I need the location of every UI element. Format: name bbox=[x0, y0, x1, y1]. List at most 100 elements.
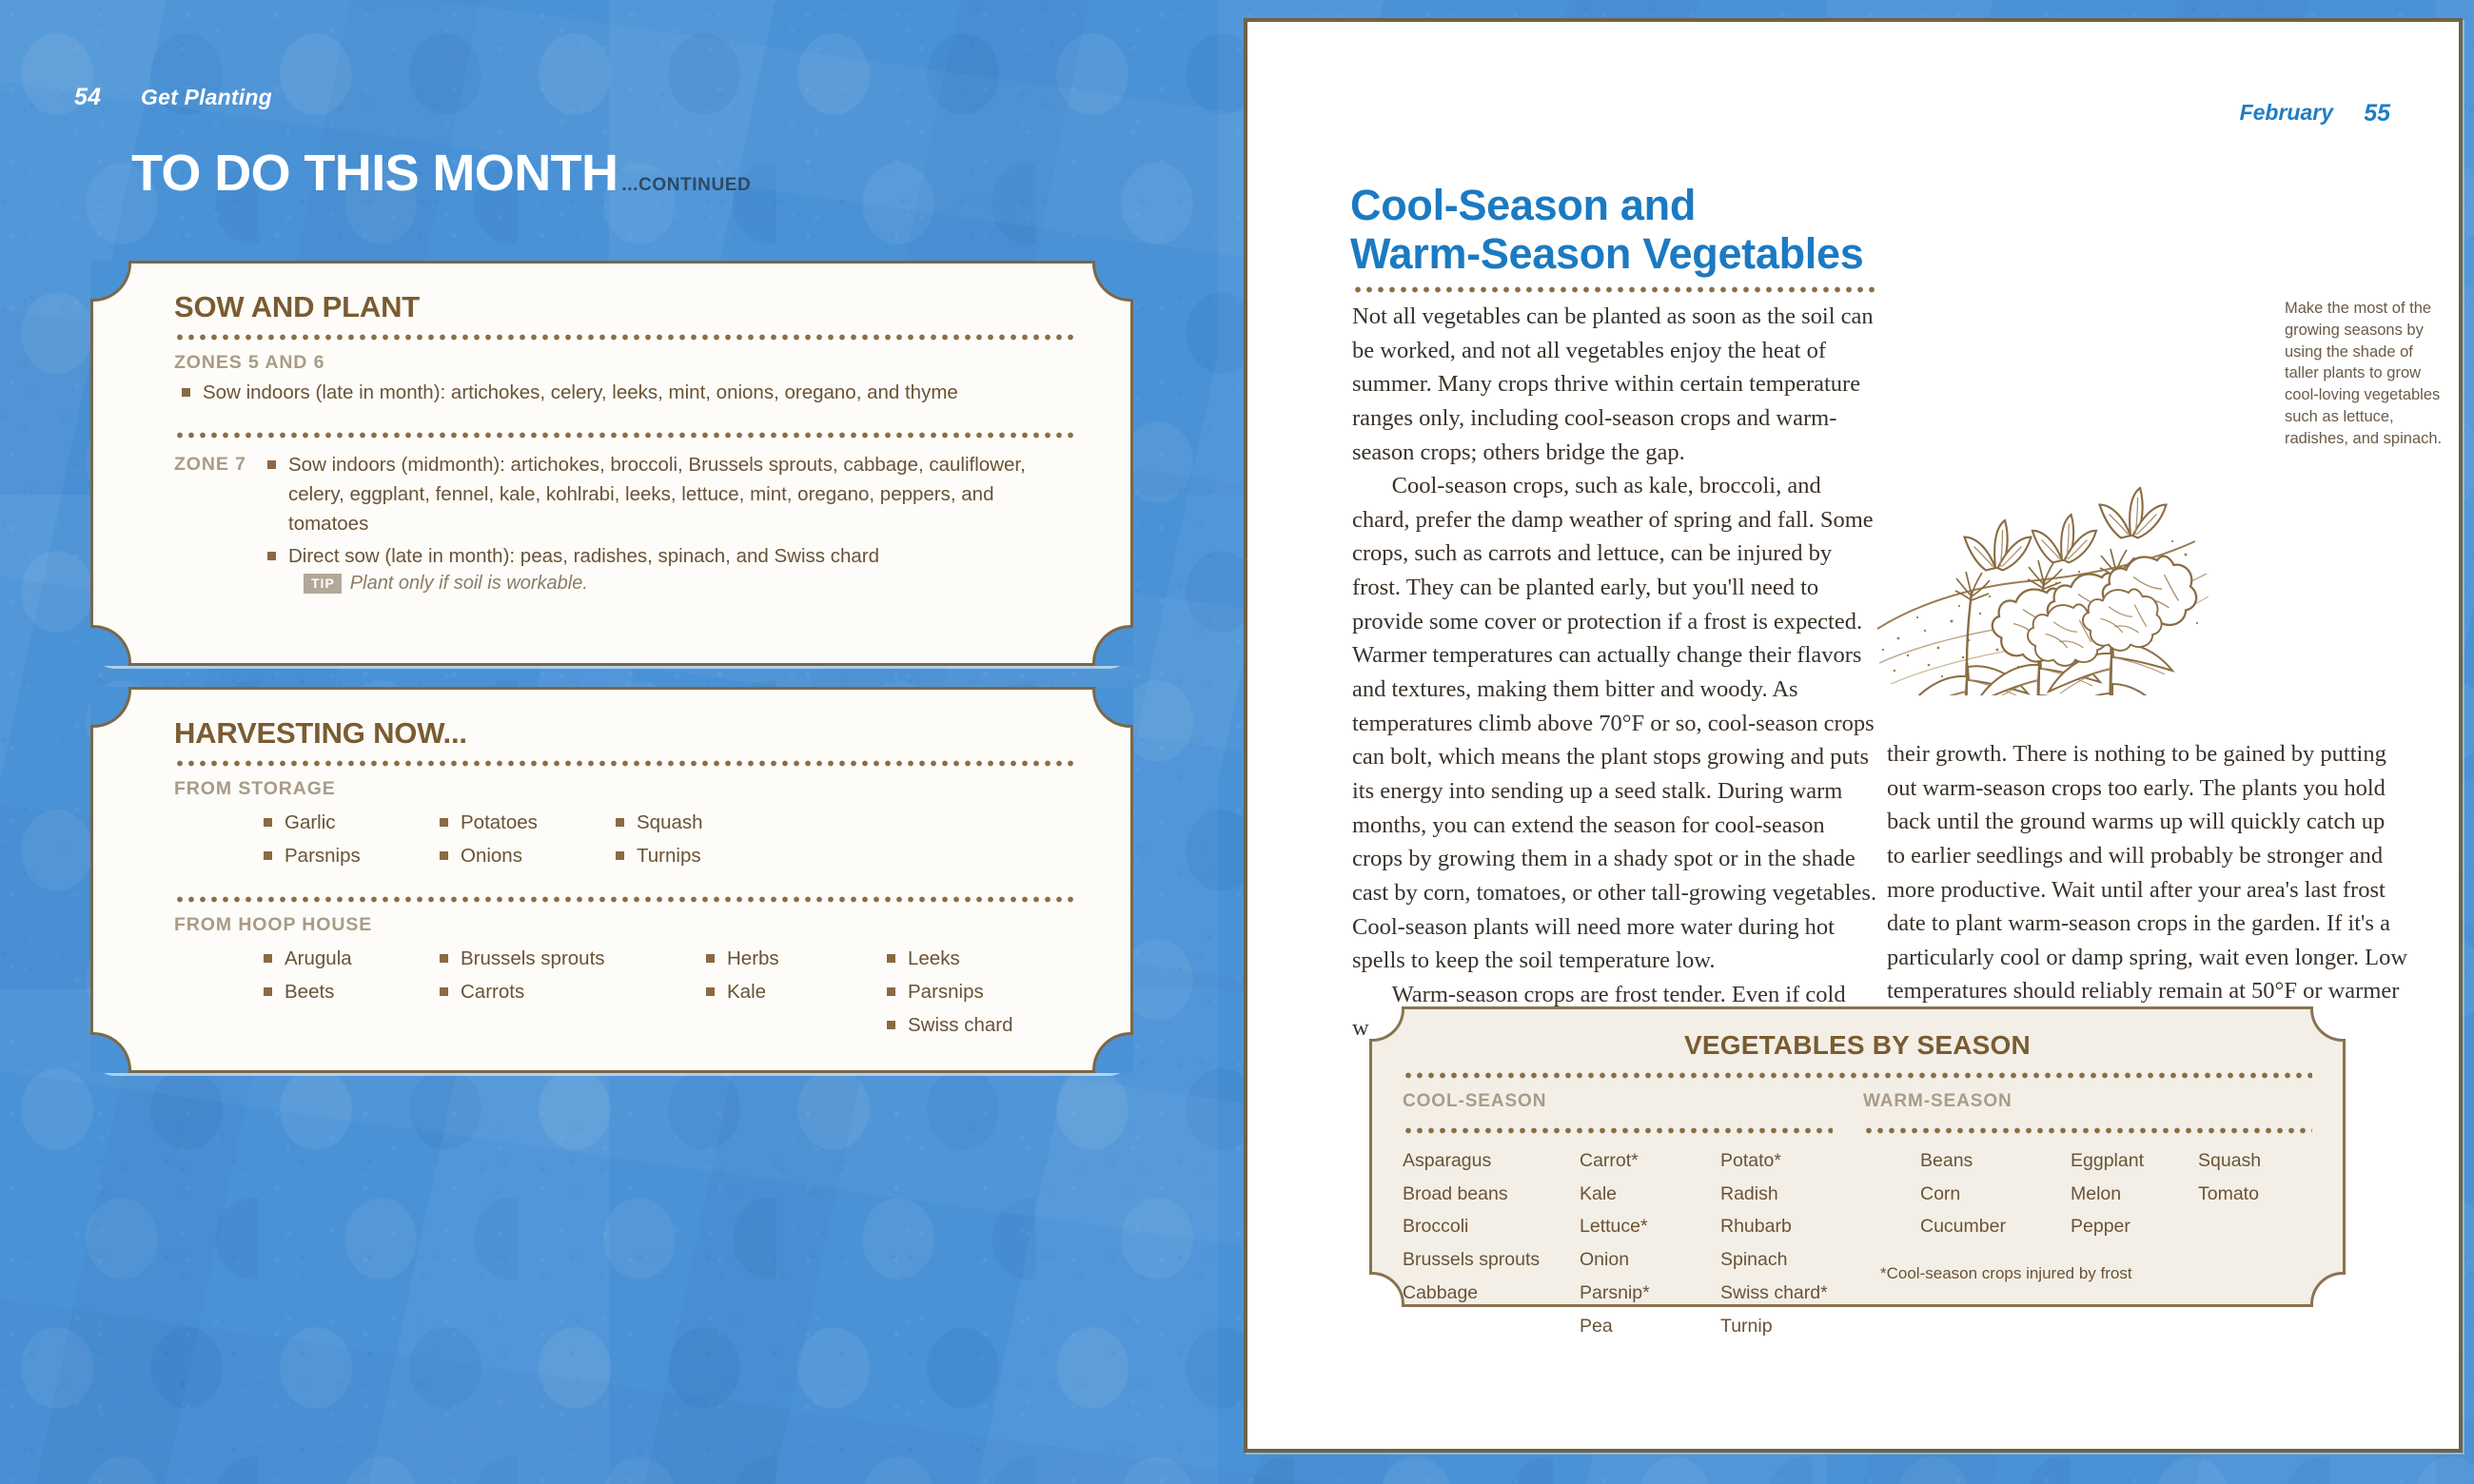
list-item: Onions bbox=[436, 839, 612, 872]
article-title: Cool-Season and Warm-Season Vegetables bbox=[1350, 181, 1883, 279]
list-item: Kale bbox=[1580, 1182, 1618, 1204]
list-item: Broccoli bbox=[1403, 1216, 1469, 1238]
list-item: Pepper bbox=[2071, 1216, 2130, 1238]
paragraph: their growth. There is nothing to be gai… bbox=[1887, 741, 2408, 1038]
list-item: Cabbage bbox=[1403, 1281, 1479, 1303]
zones-5-6-list: Sow indoors (late in month): artichokes,… bbox=[174, 378, 1075, 407]
cool-season-column-1: Asparagus Broad beans Broccoli Brussels … bbox=[1403, 1144, 1580, 1342]
list-item: Swiss chard bbox=[883, 1008, 1073, 1042]
list-item: Brussels sprouts bbox=[436, 942, 702, 975]
list-item: Rhubarb bbox=[1720, 1216, 1792, 1238]
dotted-divider bbox=[1403, 1127, 1833, 1134]
list-item: Kale bbox=[702, 975, 883, 1008]
list-item: Turnips bbox=[612, 839, 788, 872]
left-page: 54 Get Planting TO DO THIS MONTH ...CONT… bbox=[0, 0, 1229, 1484]
dotted-divider bbox=[174, 895, 1075, 903]
card-notch-bottom-left bbox=[90, 625, 131, 666]
dotted-divider bbox=[1863, 1127, 2312, 1134]
card-notch-top-right bbox=[1092, 261, 1133, 302]
warm-season-column-2: Eggplant Melon Pepper bbox=[2071, 1144, 2198, 1342]
article-title-line-2: Warm-Season Vegetables bbox=[1350, 228, 1864, 278]
zone-7-label: ZONE 7 bbox=[174, 454, 246, 476]
list-item: Potato* bbox=[1720, 1150, 1781, 1171]
sow-card-title: SOW AND PLANT bbox=[174, 290, 421, 323]
list-item-spacer bbox=[260, 1008, 436, 1042]
column-gap bbox=[1863, 1144, 1920, 1342]
list-item: Lettuce* bbox=[1580, 1216, 1648, 1238]
list-item: Radish bbox=[1720, 1182, 1778, 1204]
card-notch-bottom-right bbox=[1092, 625, 1133, 666]
article-body-column-2: their growth. There is nothing to be gai… bbox=[1887, 737, 2408, 1043]
list-item: Broad beans bbox=[1403, 1182, 1508, 1204]
list-item: Sow indoors (late in month): artichokes,… bbox=[174, 378, 1075, 407]
warm-season-group: Beans Corn Cucumber Eggplant Melon Peppe… bbox=[1920, 1144, 2312, 1342]
page-title-continued: ...CONTINUED bbox=[621, 175, 752, 195]
list-item: Direct sow (late in month): peas, radish… bbox=[267, 541, 1075, 571]
list-item: Garlic bbox=[260, 806, 436, 839]
list-item: Arugula bbox=[260, 942, 436, 975]
list-item: Carrots bbox=[436, 975, 702, 1008]
list-item: Onion bbox=[1580, 1249, 1630, 1271]
tip-badge: TIP bbox=[304, 573, 342, 595]
list-item-spacer bbox=[702, 1008, 883, 1042]
article-body-column-1: Not all vegetables can be planted as soo… bbox=[1352, 300, 1877, 1045]
sow-card-inner: SOW AND PLANT ZONES 5 AND 6 Sow indoors … bbox=[174, 290, 1075, 595]
zone-7-list: Sow indoors (midmonth): artichokes, broc… bbox=[267, 450, 1075, 571]
vegetables-by-season-card: VEGETABLES BY SEASON COOL-SEASON WARM-SE… bbox=[1369, 1006, 2346, 1337]
from-hoop-house-label: FROM HOOP HOUSE bbox=[174, 913, 373, 935]
list-item: Parsnips bbox=[883, 975, 1073, 1008]
list-item: Turnip bbox=[1720, 1315, 1773, 1337]
dotted-divider bbox=[1403, 1072, 2312, 1079]
vegetables-lists: Asparagus Broad beans Broccoli Brussels … bbox=[1403, 1144, 2324, 1342]
illustration-caption: Make the most of the growing seasons by … bbox=[2285, 300, 2443, 447]
list-item-spacer bbox=[436, 1008, 702, 1042]
page-title: TO DO THIS MONTH ...CONTINUED bbox=[131, 147, 751, 199]
cool-season-column-2: Carrot* Kale Lettuce* Onion Parsnip* Pea bbox=[1580, 1144, 1720, 1342]
list-item: Parsnip* bbox=[1580, 1281, 1650, 1303]
list-item: Squash bbox=[612, 806, 788, 839]
article-title-line-1: Cool-Season and bbox=[1350, 181, 1697, 229]
warm-season-column-1: Beans Corn Cucumber bbox=[1920, 1144, 2071, 1342]
cool-season-column-3: Potato* Radish Rhubarb Spinach Swiss cha… bbox=[1720, 1144, 1863, 1342]
card-notch-top-left bbox=[90, 687, 131, 728]
dotted-divider bbox=[174, 432, 1075, 439]
list-item: Tomato bbox=[2198, 1182, 2259, 1204]
list-item: Parsnips bbox=[260, 839, 436, 872]
left-running-head: Get Planting bbox=[141, 85, 272, 109]
list-item: Herbs bbox=[702, 942, 883, 975]
zones-5-6-label: ZONES 5 AND 6 bbox=[174, 352, 325, 373]
list-item: Swiss chard* bbox=[1720, 1281, 1828, 1303]
cool-season-header: COOL-SEASON bbox=[1403, 1091, 1547, 1111]
list-item: Spinach bbox=[1720, 1249, 1788, 1271]
list-item: Asparagus bbox=[1403, 1150, 1492, 1171]
card-notch-bottom-left bbox=[90, 1032, 131, 1073]
paragraph: Cool-season crops, such as kale, broccol… bbox=[1352, 473, 1877, 974]
tip-text: Plant only if soil is workable. bbox=[349, 572, 588, 594]
list-item: Sow indoors (midmonth): artichokes, broc… bbox=[267, 450, 1075, 538]
list-item: Eggplant bbox=[2071, 1150, 2144, 1171]
from-storage-label: FROM STORAGE bbox=[174, 778, 336, 799]
harvesting-now-card: HARVESTING NOW... FROM STORAGE Garlic Po… bbox=[90, 687, 1133, 1073]
list-item: Beans bbox=[1920, 1150, 1973, 1171]
list-item: Cucumber bbox=[1920, 1216, 2006, 1238]
list-item: Corn bbox=[1920, 1182, 1961, 1204]
list-item: Beets bbox=[260, 975, 436, 1008]
right-running-head-month: February bbox=[2239, 100, 2333, 125]
tip-line: TIP Plant only if soil is workable. bbox=[267, 573, 1075, 595]
card-notch-bottom-left bbox=[1369, 1272, 1404, 1307]
list-item: Squash bbox=[2198, 1150, 2262, 1171]
page-title-text: TO DO THIS MONTH bbox=[131, 145, 618, 202]
warm-season-column-3: Squash Tomato bbox=[2198, 1144, 2312, 1342]
card-notch-bottom-right bbox=[1092, 1032, 1133, 1073]
zone-7-block: ZONE 7 Sow indoors (midmonth): artichoke… bbox=[174, 450, 1075, 595]
dotted-divider bbox=[174, 334, 1075, 341]
harvest-card-title: HARVESTING NOW... bbox=[174, 716, 467, 750]
dotted-divider bbox=[1352, 286, 1875, 293]
left-folio-number: 54 bbox=[74, 84, 102, 110]
from-storage-grid: Garlic Potatoes Squash Parsnips Onions T… bbox=[174, 806, 1075, 873]
list-item: Pea bbox=[1580, 1315, 1613, 1337]
right-page: February 55 Cool-Season and Warm-Season … bbox=[1244, 18, 2463, 1453]
list-item: Leeks bbox=[883, 942, 1073, 975]
cool-season-group: Asparagus Broad beans Broccoli Brussels … bbox=[1403, 1144, 1863, 1342]
